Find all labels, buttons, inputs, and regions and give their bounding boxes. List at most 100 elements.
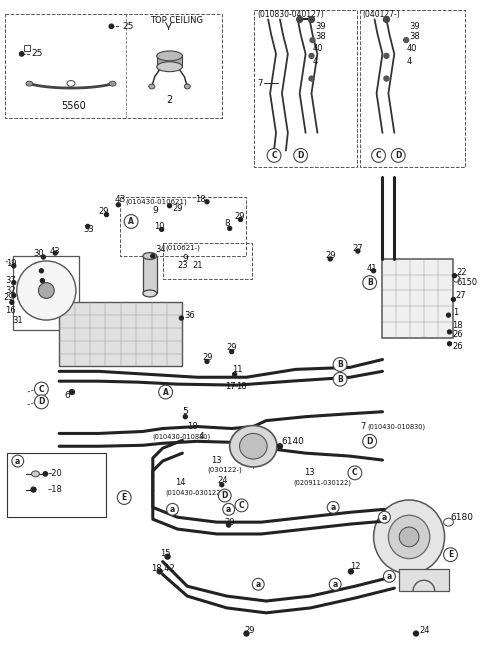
Text: 2: 2 [167,96,173,105]
Text: 9: 9 [182,254,188,263]
Circle shape [116,203,120,207]
Text: a: a [15,456,20,465]
Circle shape [180,316,183,320]
Text: 24: 24 [419,626,430,635]
Text: 41: 41 [367,265,377,273]
Text: E: E [448,550,453,559]
Ellipse shape [32,471,39,477]
Text: a: a [333,580,338,589]
Text: 26: 26 [453,342,463,351]
Ellipse shape [373,500,444,574]
Circle shape [223,503,235,515]
Circle shape [348,466,362,480]
Circle shape [227,523,231,527]
Text: 19: 19 [6,259,16,268]
Bar [383,259,454,338]
Text: A: A [128,217,134,226]
Text: 17: 17 [225,382,235,391]
Text: D: D [366,437,373,446]
Text: 16: 16 [5,306,15,315]
Circle shape [233,372,237,376]
Circle shape [333,358,347,371]
Ellipse shape [149,84,155,89]
Text: B: B [367,278,372,287]
Text: 29: 29 [244,626,255,635]
Text: 36: 36 [184,311,195,320]
Circle shape [157,569,162,574]
Circle shape [379,512,390,523]
Text: –18: –18 [48,485,62,494]
Circle shape [70,389,74,395]
Circle shape [452,298,456,302]
Text: 18: 18 [453,320,463,330]
Text: 32: 32 [5,286,15,295]
Text: 14: 14 [176,478,186,488]
Text: E: E [121,493,127,502]
Text: (010430-010621): (010430-010621) [125,198,187,205]
Text: 29: 29 [172,204,183,213]
Circle shape [10,300,14,304]
Ellipse shape [399,527,419,547]
Circle shape [218,489,231,502]
Circle shape [86,224,90,228]
Text: 38: 38 [315,32,326,41]
Text: 13: 13 [211,456,222,465]
Circle shape [239,218,242,222]
Text: 7: 7 [257,79,263,88]
Circle shape [31,487,36,492]
Text: a: a [387,572,392,581]
Text: –20: –20 [48,469,62,478]
Text: 7: 7 [361,422,366,431]
Text: (010430-030122): (010430-030122) [166,489,224,496]
Text: 18: 18 [237,382,247,391]
Text: 40: 40 [406,44,417,53]
Circle shape [447,330,452,334]
Circle shape [205,359,209,363]
Text: a: a [382,513,387,522]
Circle shape [117,491,131,504]
Text: 3: 3 [40,288,46,297]
Text: 27: 27 [456,291,466,300]
Text: B: B [337,360,343,369]
Text: 15: 15 [160,549,170,558]
Text: a: a [331,503,336,512]
Circle shape [267,149,281,162]
Circle shape [372,149,385,162]
Circle shape [40,279,44,283]
Circle shape [151,254,155,258]
Circle shape [230,350,234,354]
Text: C: C [271,151,277,160]
Circle shape [404,38,408,43]
Text: C: C [38,385,44,393]
Text: 29: 29 [227,343,237,352]
Text: D: D [395,151,401,160]
Text: 18: 18 [195,195,206,204]
Bar [24,45,30,51]
Circle shape [235,499,248,512]
Text: C: C [376,151,381,160]
Text: 5560: 5560 [61,101,86,111]
Text: D: D [38,397,45,406]
Text: (030122-): (030122-) [207,467,242,473]
Circle shape [12,264,16,268]
Ellipse shape [143,290,157,297]
Circle shape [168,203,171,208]
Text: (040127-): (040127-) [363,10,400,19]
Text: C: C [239,501,244,510]
Circle shape [38,283,54,298]
Text: 29: 29 [3,293,13,302]
Text: 4: 4 [406,57,411,66]
Text: 25: 25 [32,49,43,58]
Text: 24: 24 [218,476,228,486]
Text: a: a [256,580,261,589]
Circle shape [356,249,360,253]
Circle shape [333,372,347,386]
Bar [7,453,107,517]
Text: 35: 35 [35,273,45,282]
Bar [13,256,79,330]
Text: 1: 1 [454,307,459,317]
Text: C: C [352,469,358,477]
Ellipse shape [240,434,267,459]
Text: (020911-030122): (020911-030122) [294,480,352,486]
Text: 4: 4 [312,57,318,66]
